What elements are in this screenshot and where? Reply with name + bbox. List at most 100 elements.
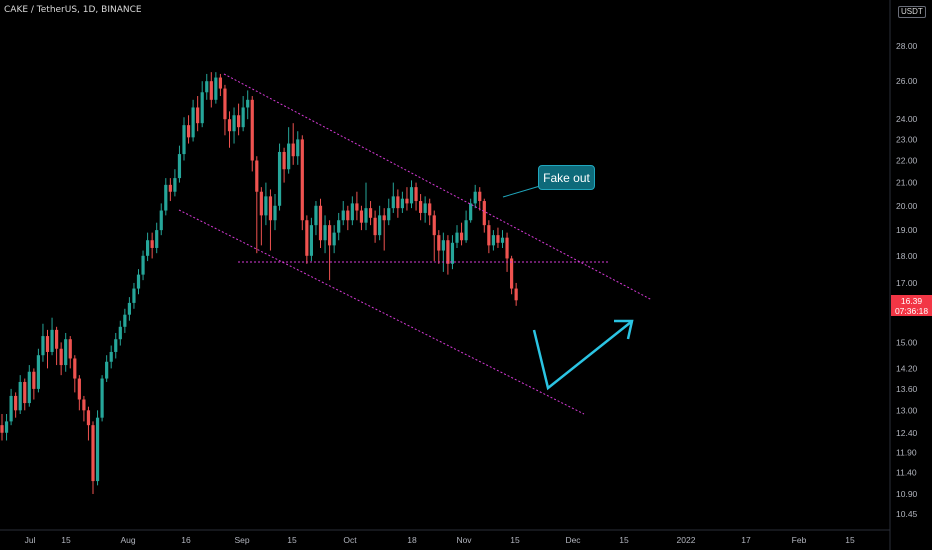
candle-body — [91, 425, 95, 482]
candle-body — [264, 196, 268, 216]
candle-body — [100, 378, 104, 418]
candle-body — [473, 191, 477, 204]
symbol-title[interactable]: CAKE / TetherUS, 1D, BINANCE — [4, 5, 142, 15]
candle-body — [45, 336, 50, 352]
candle-body — [400, 198, 404, 209]
candle-body — [487, 225, 491, 246]
candle-body — [205, 81, 209, 93]
currency-label[interactable]: USDT — [898, 6, 926, 18]
fake-out-callout[interactable]: Fake out — [538, 165, 595, 190]
candle-body — [105, 361, 109, 379]
candle-body — [355, 203, 359, 211]
candle-body — [259, 191, 263, 216]
candle-body — [18, 381, 22, 411]
time-tick-label: Sep — [234, 535, 249, 545]
projection-arrow-head — [614, 319, 634, 340]
candlestick-series — [0, 72, 518, 494]
candle-body — [382, 215, 386, 221]
price-tick-label: 21.00 — [896, 178, 918, 188]
candle-body — [419, 201, 423, 213]
candle-body — [432, 215, 436, 236]
candle-body — [186, 125, 191, 138]
candle-body — [123, 314, 127, 327]
candle-body — [41, 336, 45, 356]
time-tick-label: 15 — [845, 535, 855, 545]
candle-body — [268, 196, 273, 221]
candle-body — [59, 348, 63, 366]
price-axis[interactable]: 28.00 26.00 24.00 23.00 22.00 21.00 20.00 19.00… — [896, 41, 918, 519]
candle-body — [500, 237, 505, 243]
candle-body — [391, 196, 395, 209]
candle-body — [455, 232, 459, 243]
candle-body — [146, 240, 150, 256]
candle-body — [423, 203, 427, 213]
projection-arrow-path[interactable] — [532, 321, 632, 391]
channel-upper-line[interactable] — [223, 73, 653, 301]
candle-body — [318, 205, 323, 241]
price-tick-label: 24.00 — [896, 114, 918, 124]
candle-body — [177, 154, 182, 179]
candle-body — [4, 421, 9, 433]
candle-body — [250, 99, 254, 161]
candle-body — [314, 205, 318, 226]
candle-body — [346, 210, 350, 221]
bar-countdown: 07:36:18 — [894, 306, 929, 316]
candle-body — [173, 178, 177, 192]
time-tick-label: 16 — [181, 535, 191, 545]
candle-body — [514, 288, 518, 301]
candle-body — [191, 107, 195, 138]
time-tick-label: 15 — [510, 535, 520, 545]
candle-body — [464, 220, 468, 241]
candle-body — [182, 125, 186, 155]
candle-body — [73, 358, 77, 379]
candle-body — [0, 425, 4, 433]
candle-body — [27, 371, 31, 404]
candle-body — [409, 187, 414, 204]
candle-body — [387, 208, 391, 221]
candle-body — [136, 274, 141, 289]
candle-body — [414, 187, 418, 202]
price-tick-label: 22.00 — [896, 156, 918, 166]
candle-body — [282, 151, 286, 170]
candle-body — [14, 395, 18, 411]
candle-body — [332, 232, 336, 246]
last-price-tag: 16.39 07:36:18 — [891, 295, 932, 316]
candle-body — [237, 115, 241, 128]
candle-body — [510, 258, 514, 289]
candle-body — [478, 191, 482, 202]
candle-body — [368, 208, 373, 218]
candle-body — [373, 217, 377, 236]
price-tick-label: 13.60 — [896, 384, 918, 394]
price-tick-label: 20.00 — [896, 201, 918, 211]
callout-pointer — [502, 185, 541, 198]
candle-body — [95, 417, 100, 482]
candle-body — [109, 351, 113, 362]
price-tick-label: 14.20 — [896, 363, 918, 373]
candle-body — [168, 184, 172, 192]
price-tick-label: 18.00 — [896, 251, 918, 261]
candle-body — [127, 302, 131, 315]
candle-body — [405, 198, 409, 204]
price-tick-label: 10.90 — [896, 489, 918, 499]
candle-body — [437, 235, 441, 251]
candle-body — [341, 210, 345, 221]
price-tick-label: 12.40 — [896, 428, 918, 438]
time-tick-label: 15 — [61, 535, 71, 545]
candle-body — [359, 210, 364, 223]
candle-body — [505, 237, 509, 259]
candle-body — [227, 119, 232, 132]
candle-body — [428, 203, 432, 216]
candle-body — [496, 235, 500, 243]
time-tick-label: Oct — [343, 535, 357, 545]
time-tick-label: Feb — [792, 535, 807, 545]
candle-body — [287, 143, 291, 170]
candle-body — [350, 203, 354, 221]
time-tick-label: Jul — [25, 535, 36, 545]
channel-lower-line[interactable] — [178, 209, 585, 415]
time-tick-label: 18 — [407, 535, 417, 545]
time-axis[interactable]: Jul 15 Aug 16 Sep 15 Oct 18 Nov 15 Dec 15 2022 17 Feb 1… — [25, 535, 855, 545]
candle-body — [209, 81, 213, 100]
candle-body — [68, 339, 72, 359]
drawing-layer[interactable] — [178, 73, 653, 415]
